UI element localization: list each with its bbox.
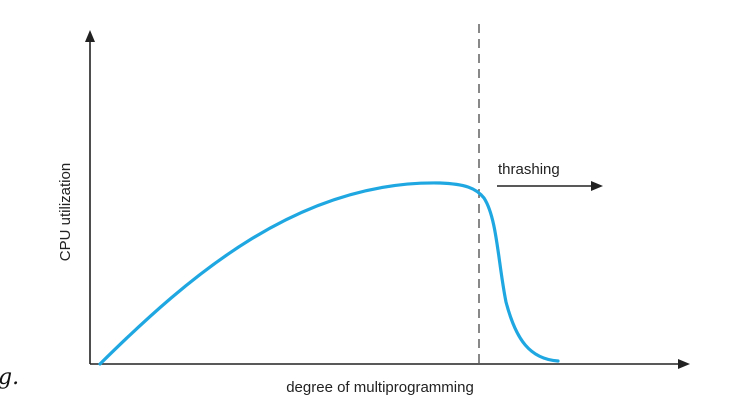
y-axis-label: CPU utilization [57,163,74,261]
thrashing-arrowhead [591,181,603,191]
thrashing-label: thrashing [498,161,560,178]
stray-text-fragment: g. [0,365,19,390]
cpu-utilization-curve [98,181,560,366]
x-axis-label: degree of multiprogramming [286,379,474,396]
y-axis-arrowhead [85,30,95,42]
x-axis-arrowhead [678,359,690,369]
